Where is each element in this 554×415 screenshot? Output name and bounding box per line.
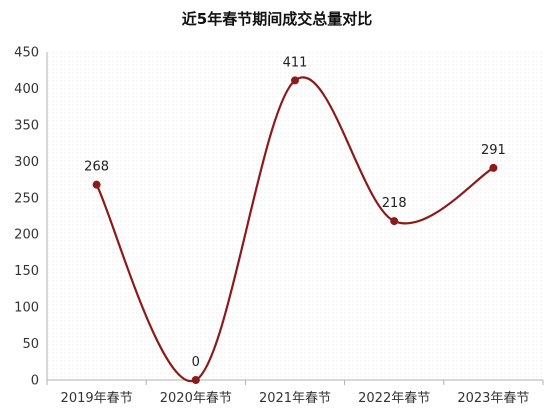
plot-area-background	[47, 52, 543, 380]
data-label: 291	[481, 143, 506, 158]
data-point	[291, 76, 299, 85]
x-tick-label: 2021年春节	[259, 391, 331, 406]
data-label: 411	[283, 55, 308, 70]
y-tick-label: 0	[31, 374, 39, 389]
data-point	[489, 163, 498, 172]
x-tick-label: 2019年春节	[61, 391, 133, 406]
data-markers	[92, 76, 498, 384]
data-point	[191, 376, 200, 384]
y-tick-label: 300	[14, 155, 39, 170]
data-label: 0	[192, 355, 200, 370]
y-tick-label: 50	[22, 337, 39, 352]
data-labels: 268 0 411 218 291	[84, 55, 506, 370]
data-label: 268	[84, 160, 109, 175]
y-tick-label: 150	[14, 264, 39, 279]
y-tick-label: 450	[14, 46, 39, 61]
data-point	[92, 180, 101, 189]
x-tick-label: 2022年春节	[358, 391, 430, 406]
y-tick-label: 250	[14, 191, 39, 206]
chart-title: 近5年春节期间成交总量对比	[182, 10, 372, 28]
data-point	[390, 217, 399, 226]
y-tick-label: 200	[14, 228, 39, 243]
series-line	[95, 76, 494, 383]
y-tick-label: 100	[14, 301, 39, 316]
data-label: 218	[382, 196, 407, 211]
x-tick-label: 2023年春节	[457, 391, 529, 406]
y-tick-label: 400	[14, 82, 39, 97]
y-tick-label: 350	[14, 118, 39, 133]
y-axis: 0 50 100 150 200 250 300 350 400 450	[14, 46, 48, 389]
x-tick-label: 2020年春节	[160, 391, 232, 406]
x-axis: 2019年春节 2020年春节 2021年春节 2022年春节 2023年春节	[46, 379, 544, 406]
